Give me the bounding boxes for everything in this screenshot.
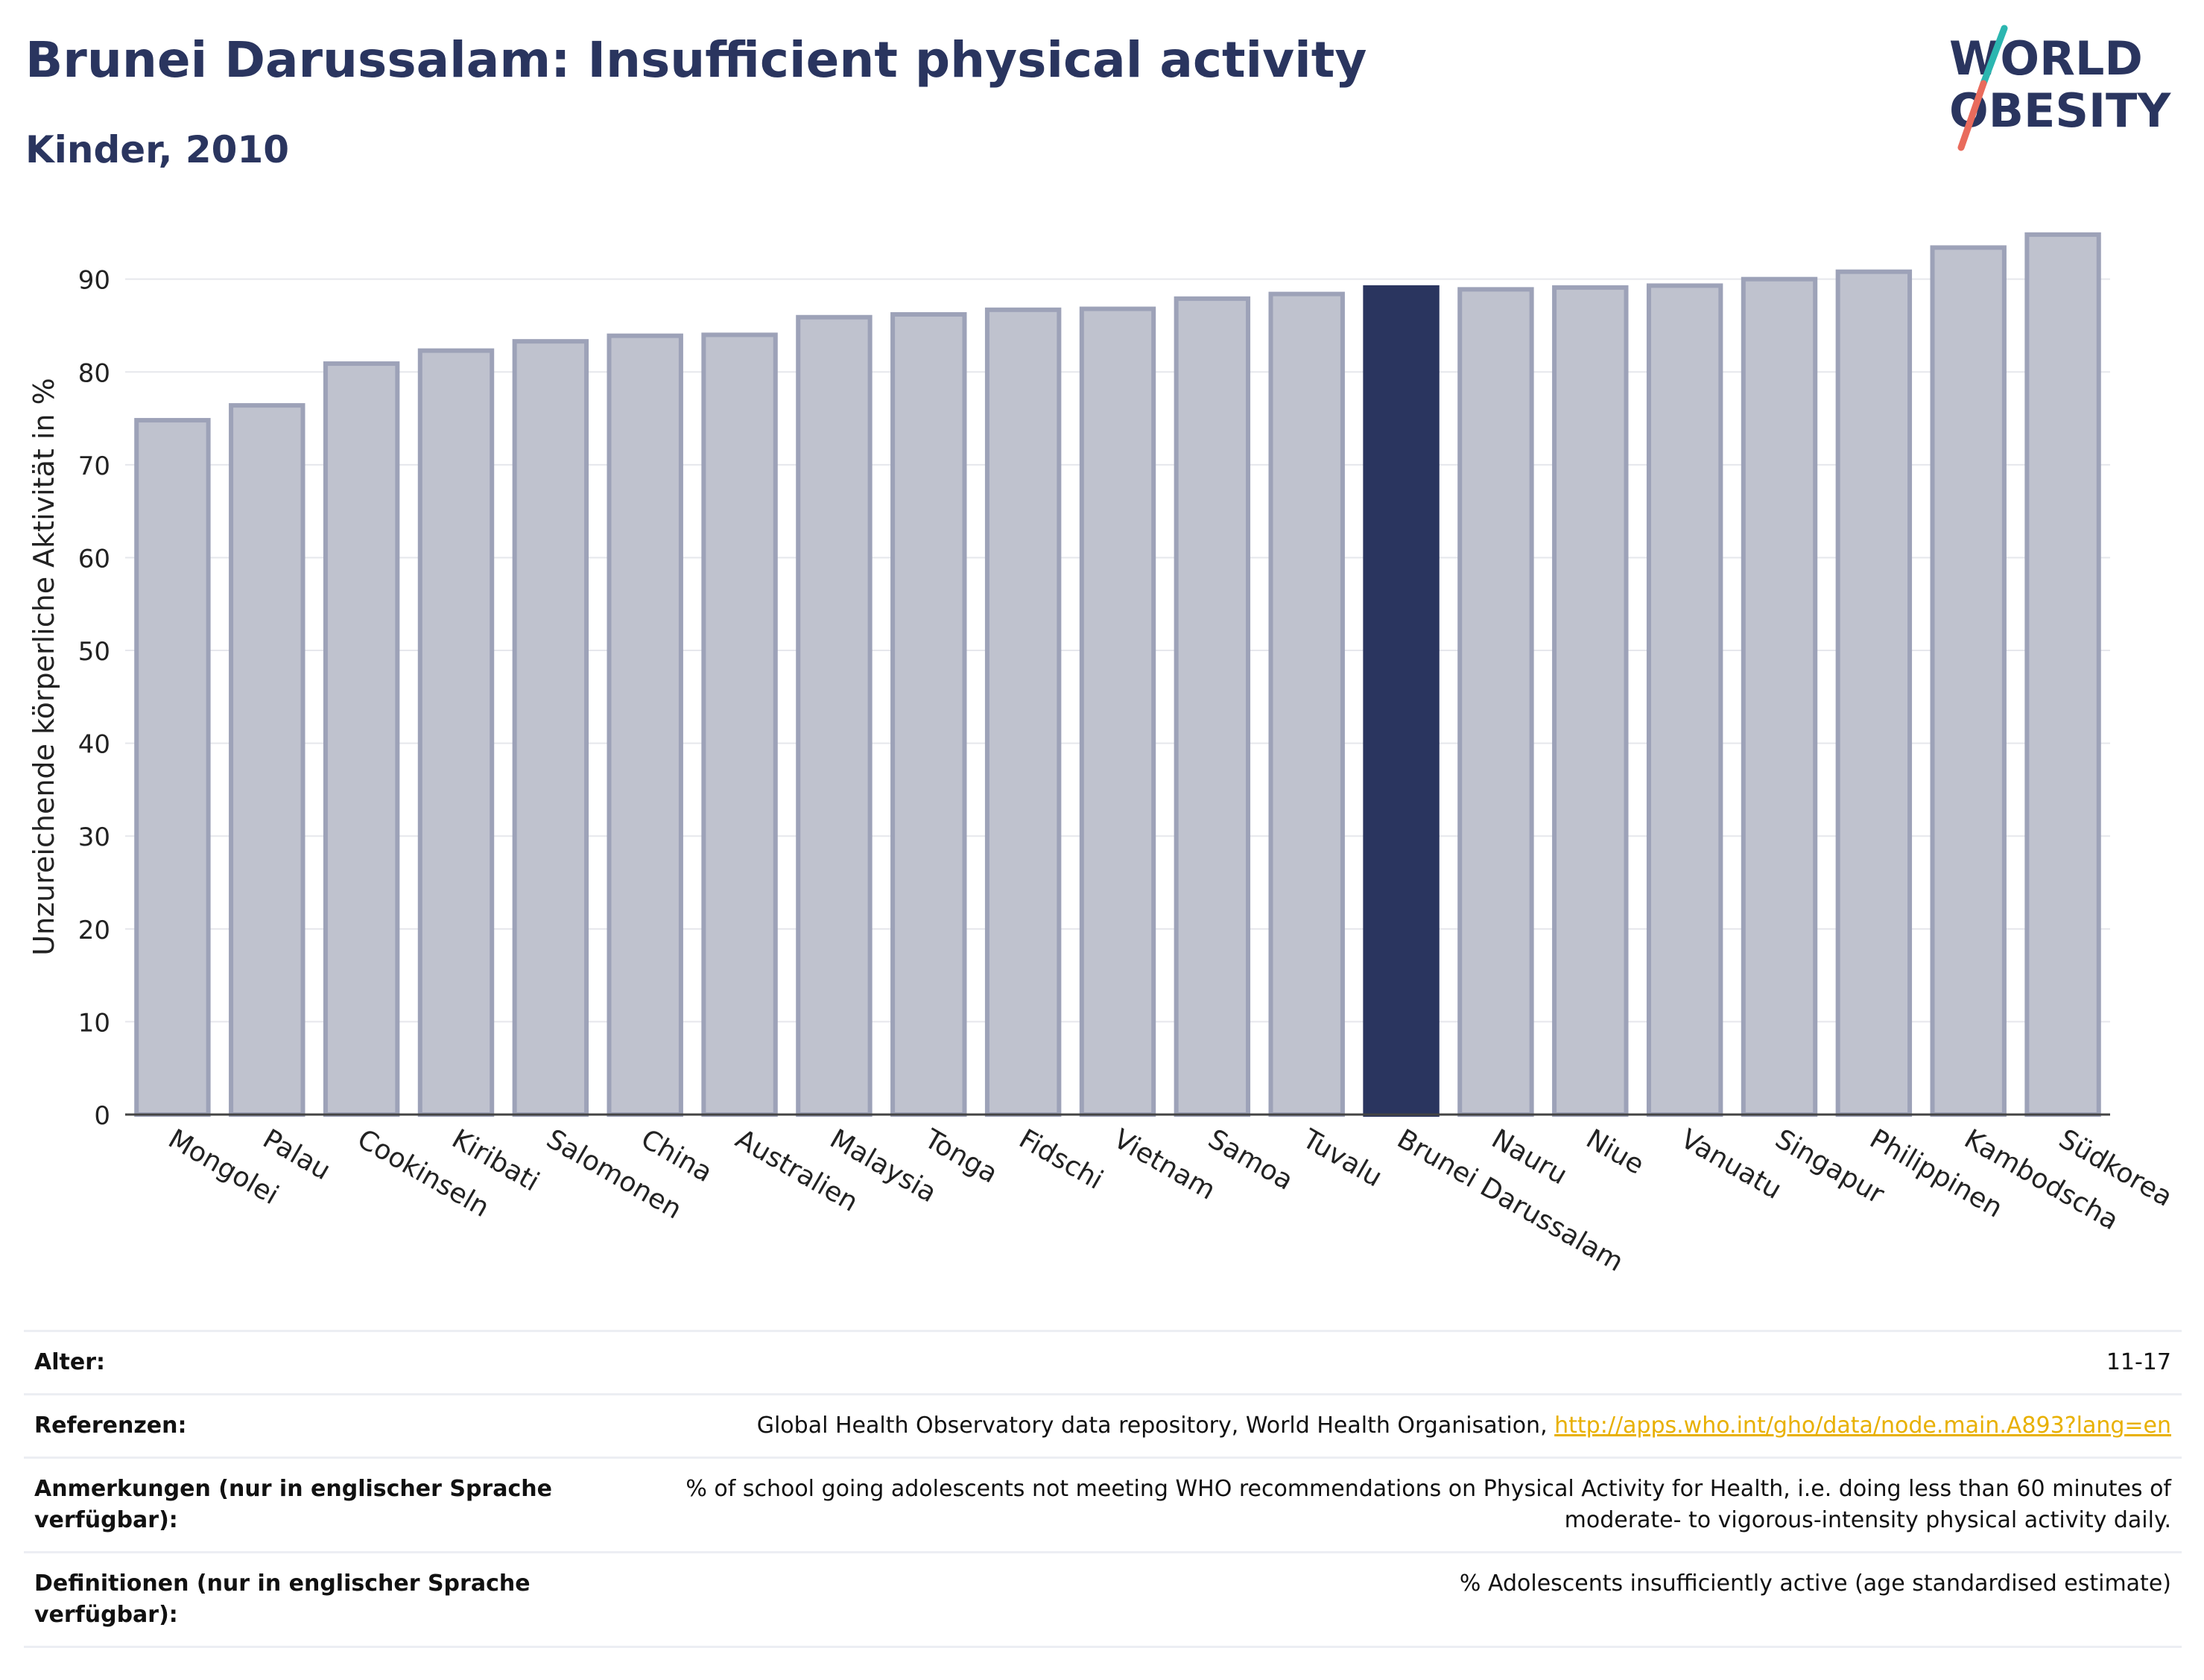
logo-slash-bottom <box>1957 80 1987 151</box>
info-row-value: % Adolescents insufficiently active (age… <box>581 1553 2182 1647</box>
x-tick-label: Singapur <box>1770 1123 1890 1210</box>
chart-subtitle: Kinder, 2010 <box>25 128 290 171</box>
bar <box>417 348 495 1118</box>
bar <box>323 361 400 1117</box>
x-tick-label: Samoa <box>1203 1123 1298 1196</box>
info-row-value-text: 11-17 <box>2106 1349 2171 1375</box>
bar <box>796 314 873 1118</box>
bar <box>1741 276 1818 1117</box>
info-row-label: Anmerkungen (nur in englischer Sprache v… <box>34 1476 552 1533</box>
x-tick-label: Niue <box>1581 1123 1649 1180</box>
bar <box>1552 285 1629 1118</box>
bar <box>134 418 211 1117</box>
info-row-value: Global Health Observatory data repositor… <box>581 1395 2182 1458</box>
bar <box>607 333 683 1118</box>
info-row-value-text: % of school going adolescents not meetin… <box>685 1476 2171 1533</box>
y-tick-label: 20 <box>78 916 110 945</box>
info-table: Alter: 11-17 Referenzen: Global Health Obse… <box>24 1330 2182 1648</box>
y-tick-label: 0 <box>94 1101 110 1131</box>
bar <box>1835 269 1913 1117</box>
bar-layer <box>134 232 2101 1118</box>
x-tick-label: Vietnam <box>1109 1123 1220 1206</box>
bar <box>512 339 589 1117</box>
info-row-value: 11-17 <box>581 1331 2182 1395</box>
bar <box>890 312 967 1118</box>
y-tick-label: 90 <box>78 266 110 296</box>
info-row: Alter: 11-17 <box>24 1331 2182 1395</box>
x-tick-label: Tuvalu <box>1296 1123 1387 1194</box>
bar <box>1457 287 1534 1118</box>
info-row-label: Alter: <box>34 1349 105 1375</box>
logo-text-obesity: OBESITY <box>1949 83 2171 138</box>
y-tick-label: 70 <box>78 451 110 481</box>
info-row-label: Referenzen: <box>34 1413 187 1439</box>
world-obesity-logo: WORLD OBESITY <box>1949 25 2171 151</box>
info-row-value-text: Global Health Observatory data repositor… <box>756 1413 1555 1439</box>
bar-highlighted <box>1363 285 1440 1118</box>
y-tick-label: 30 <box>78 822 110 852</box>
bar <box>1174 296 1251 1117</box>
y-tick-label: 40 <box>78 730 110 760</box>
info-row-label: Definitionen (nur in englischer Sprache … <box>34 1570 531 1628</box>
logo-slash-top <box>1980 25 2008 87</box>
y-tick-label: 80 <box>78 358 110 388</box>
logo-text-world: WORLD <box>1949 31 2143 86</box>
y-tick-label: 60 <box>78 544 110 574</box>
bar <box>2024 232 2101 1117</box>
x-tick-label: Fidschi <box>1014 1123 1108 1196</box>
info-row: Anmerkungen (nur in englischer Sprache v… <box>24 1457 2182 1553</box>
x-tick-label: Vanuatu <box>1676 1123 1787 1205</box>
bar <box>1646 283 1723 1117</box>
bar <box>1268 291 1345 1117</box>
info-row-value-text: % Adolescents insufficiently active (age… <box>1459 1570 2171 1597</box>
y-tick-label: 50 <box>78 637 110 667</box>
bar <box>229 403 305 1117</box>
bar <box>701 332 778 1117</box>
bar <box>984 307 1062 1117</box>
y-tick-label: 10 <box>78 1008 110 1038</box>
bar <box>1079 306 1156 1117</box>
info-row: Referenzen: Global Health Observatory dat… <box>24 1394 2182 1458</box>
info-row: Definitionen (nur in englischer Sprache … <box>24 1552 2182 1647</box>
info-row-value: % of school going adolescents not meetin… <box>581 1458 2182 1553</box>
y-axis-label: Unzureichende körperliche Aktivität in % <box>28 378 60 955</box>
reference-link[interactable]: http://apps.who.int/gho/data/node.main.A… <box>1554 1413 2171 1439</box>
bar <box>1930 245 2007 1117</box>
chart-title: Brunei Darussalam: Insufficient physical… <box>25 31 1367 89</box>
